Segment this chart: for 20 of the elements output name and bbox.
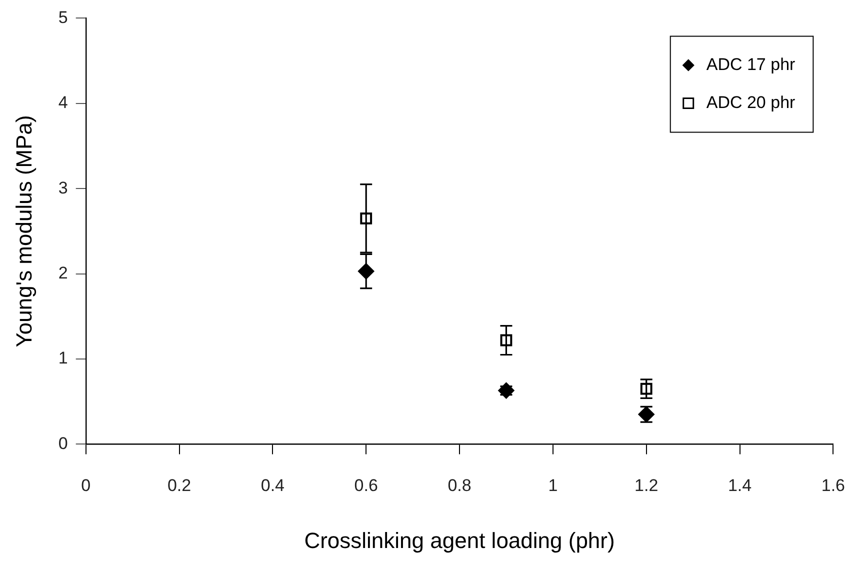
x-tick-label: 0.8 bbox=[448, 476, 472, 496]
y-tick-label: 4 bbox=[58, 93, 68, 112]
y-tick-label: 2 bbox=[58, 263, 68, 282]
x-axis-title: Crosslinking agent loading (phr) bbox=[304, 528, 615, 553]
x-tick-label: 0.2 bbox=[167, 476, 192, 496]
y-tick-label: 1 bbox=[58, 348, 68, 368]
y-tick-label: 0 bbox=[58, 434, 68, 453]
x-tick-label: 1.4 bbox=[728, 476, 752, 496]
legend-label: ADC 20 phr bbox=[706, 92, 796, 112]
x-tick-label: 1 bbox=[548, 476, 558, 496]
x-tick-label: 0.6 bbox=[354, 476, 378, 496]
y-tick-label: 3 bbox=[58, 178, 68, 198]
x-tick-label: 1.6 bbox=[821, 476, 846, 496]
x-tick-label: 1.2 bbox=[634, 476, 658, 496]
y-tick-label: 5 bbox=[58, 8, 68, 27]
legend-label: ADC 17 phr bbox=[706, 54, 796, 74]
point bbox=[498, 382, 514, 399]
x-tick-label: 0.4 bbox=[260, 476, 285, 496]
x-tick-label: 0 bbox=[81, 476, 91, 496]
y-axis-title: Young's modulus (MPa) bbox=[11, 115, 36, 348]
